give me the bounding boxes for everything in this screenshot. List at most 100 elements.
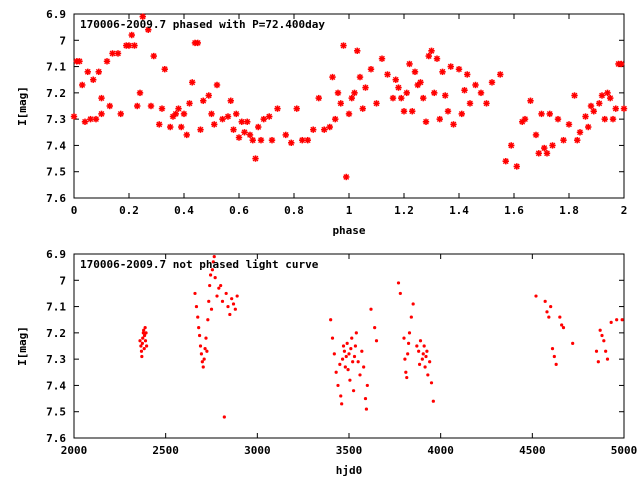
data-point (334, 370, 338, 374)
data-point (598, 92, 606, 99)
x-tick-label: 3000 (244, 444, 271, 457)
data-point (231, 302, 236, 306)
data-point (549, 304, 553, 309)
data-point (565, 121, 573, 128)
data-point (158, 105, 166, 112)
data-point (458, 110, 465, 118)
data-point (207, 299, 211, 303)
data-point (213, 276, 217, 280)
data-point (546, 110, 553, 118)
data-point (571, 92, 578, 99)
data-point (513, 163, 520, 170)
data-point (329, 318, 333, 322)
data-point (90, 76, 97, 83)
data-point (422, 344, 426, 348)
data-point (407, 331, 412, 335)
data-point (208, 110, 215, 118)
y-axis-label: I[mag] (16, 86, 29, 126)
data-point (76, 58, 83, 65)
data-point (365, 383, 369, 388)
data-point (235, 294, 239, 298)
data-point (178, 123, 185, 131)
data-point (230, 126, 237, 133)
data-point (362, 84, 369, 91)
data-point (439, 68, 446, 76)
data-point (421, 352, 425, 356)
data-point (249, 136, 256, 144)
data-point (345, 341, 349, 345)
data-point (208, 273, 213, 277)
data-point (341, 344, 346, 348)
data-point (348, 94, 355, 102)
data-point (226, 304, 230, 309)
data-point (466, 100, 474, 107)
data-point (420, 357, 424, 361)
data-point (571, 341, 575, 345)
data-point (260, 115, 267, 123)
data-point (359, 105, 366, 112)
data-point (209, 307, 214, 311)
data-point (288, 139, 295, 146)
data-point (189, 79, 196, 86)
data-point (417, 349, 421, 353)
data-point (547, 315, 551, 319)
data-point (404, 370, 408, 374)
data-point (103, 58, 111, 65)
data-point (201, 365, 205, 369)
data-point (348, 378, 352, 382)
data-point (395, 84, 402, 91)
data-point (255, 123, 262, 131)
data-point (193, 291, 197, 296)
data-point (310, 126, 317, 133)
data-point (215, 294, 219, 298)
data-point (282, 131, 289, 139)
data-point (200, 360, 204, 364)
data-point (398, 94, 405, 102)
x-tick-label: 0.8 (284, 204, 304, 217)
data-point (527, 97, 534, 104)
data-point (219, 115, 226, 123)
data-point (455, 66, 463, 73)
data-point (336, 383, 340, 388)
data-point (340, 42, 347, 49)
data-point (424, 354, 428, 359)
data-point (175, 105, 182, 112)
data-point (147, 102, 155, 110)
data-point (472, 81, 479, 89)
data-point (345, 110, 353, 118)
data-point (304, 136, 311, 144)
x-tick-label: 1.2 (394, 204, 414, 217)
data-point (128, 31, 135, 39)
data-point (444, 108, 452, 115)
data-point (483, 100, 490, 107)
data-point (344, 354, 348, 359)
data-point (339, 394, 343, 398)
data-point (607, 94, 614, 102)
data-point (604, 89, 611, 97)
data-point (220, 299, 225, 303)
data-point (392, 76, 399, 83)
data-point (497, 71, 504, 78)
data-point (143, 326, 147, 330)
data-point (598, 328, 602, 332)
data-point (417, 362, 422, 366)
data-point (213, 81, 221, 89)
data-point (433, 55, 441, 62)
y-tick-label: 7.6 (46, 432, 66, 445)
data-point (352, 354, 357, 359)
data-point (574, 136, 581, 144)
data-point (332, 352, 336, 356)
data-point (156, 121, 163, 128)
data-point (436, 115, 443, 123)
x-tick-label: 5000 (611, 444, 638, 457)
data-point (167, 123, 174, 131)
data-point (596, 360, 600, 364)
data-point (268, 136, 276, 144)
data-point (228, 312, 232, 317)
x-tick-label: 3500 (336, 444, 363, 457)
data-point (543, 299, 547, 303)
data-point (106, 102, 113, 110)
data-point (266, 113, 273, 120)
data-point (532, 131, 540, 139)
data-point (594, 349, 599, 353)
